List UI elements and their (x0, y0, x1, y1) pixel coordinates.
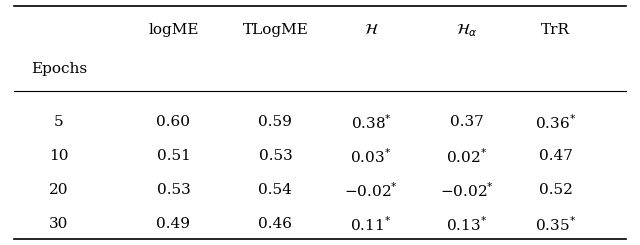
Text: 20: 20 (49, 183, 68, 197)
Text: 0.49: 0.49 (156, 217, 191, 231)
Text: 0.52: 0.52 (539, 183, 573, 197)
Text: 0.59: 0.59 (259, 115, 292, 130)
Text: 10: 10 (49, 149, 68, 163)
Text: 30: 30 (49, 217, 68, 231)
Text: 0.60: 0.60 (156, 115, 191, 130)
Text: 0.37: 0.37 (450, 115, 483, 130)
Text: 0.46: 0.46 (259, 217, 292, 231)
Text: 0.11$^{*}$: 0.11$^{*}$ (350, 215, 392, 233)
Text: 5: 5 (54, 115, 63, 130)
Text: 0.51: 0.51 (157, 149, 190, 163)
Text: 0.35$^{*}$: 0.35$^{*}$ (535, 215, 577, 233)
Text: $-$0.02$^{*}$: $-$0.02$^{*}$ (440, 181, 493, 200)
Text: 0.38$^{*}$: 0.38$^{*}$ (351, 113, 392, 132)
Text: 0.03$^{*}$: 0.03$^{*}$ (350, 147, 392, 166)
Text: $\mathcal{H}_{\alpha}$: $\mathcal{H}_{\alpha}$ (456, 22, 477, 39)
Text: $-$0.02$^{*}$: $-$0.02$^{*}$ (344, 181, 398, 200)
Text: logME: logME (148, 24, 198, 37)
Text: TrR: TrR (541, 24, 570, 37)
Text: TLogME: TLogME (243, 24, 308, 37)
Text: 0.47: 0.47 (539, 149, 573, 163)
Text: 0.54: 0.54 (259, 183, 292, 197)
Text: 0.02$^{*}$: 0.02$^{*}$ (446, 147, 487, 166)
Text: 0.36$^{*}$: 0.36$^{*}$ (535, 113, 577, 132)
Text: 0.53: 0.53 (259, 149, 292, 163)
Text: $\mathcal{H}$: $\mathcal{H}$ (364, 24, 378, 37)
Text: 0.53: 0.53 (157, 183, 190, 197)
Text: Epochs: Epochs (31, 62, 87, 76)
Text: 0.13$^{*}$: 0.13$^{*}$ (446, 215, 487, 233)
